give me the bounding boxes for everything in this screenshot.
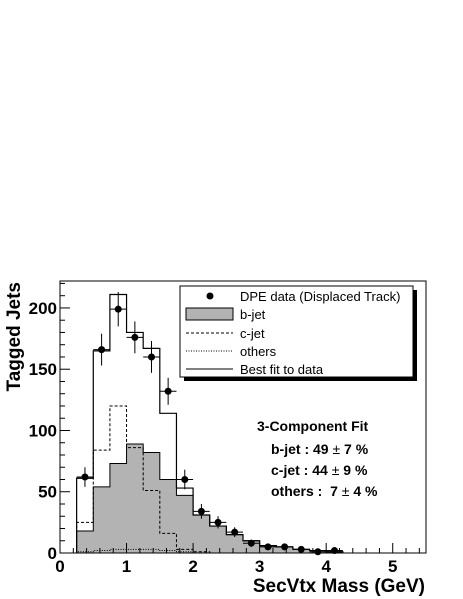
data-point [93, 333, 110, 366]
x-tick-label: 3 [255, 557, 264, 576]
data-point [226, 527, 243, 538]
data-point [193, 503, 210, 519]
data-point-marker [114, 305, 122, 313]
x-tick-label: 4 [321, 557, 331, 576]
legend-box [179, 285, 414, 378]
data-point [76, 467, 94, 487]
y-tick-label: 50 [38, 483, 57, 502]
data-point-marker [231, 528, 239, 536]
data-point [109, 292, 127, 327]
legend: DPE data (Displaced Track) b-jet c-jet o… [179, 285, 417, 381]
data-point-marker [131, 333, 139, 341]
plus-minus-symbol: ± [332, 462, 340, 478]
data-point-marker [181, 475, 189, 483]
data-point-marker [297, 545, 305, 553]
fit-line-cjet: c-jet : 44 ± 9 % [271, 462, 368, 478]
legend-fit-label: Best fit to data [240, 362, 324, 377]
plot-frame [59, 280, 427, 554]
y-tick-label: 0 [48, 544, 57, 563]
data-point-marker [264, 543, 272, 551]
data-point [326, 547, 343, 555]
data-point [209, 516, 227, 529]
fit-title: 3-Component Fit [257, 418, 369, 434]
data-point-marker [331, 547, 338, 555]
data-points-layer [76, 292, 343, 556]
legend-cjet-label: c-jet [240, 326, 265, 341]
legend-data-marker [206, 292, 214, 300]
legend-others-label: others [240, 344, 277, 359]
data-point-marker [314, 548, 322, 556]
fit-line-others: others : 7 ± 4 % [271, 483, 378, 499]
x-tick-label: 5 [388, 557, 397, 576]
plus-minus-symbol: ± [332, 441, 340, 457]
legend-bjet-swatch [185, 307, 234, 321]
axis-ticks-layer [59, 282, 420, 554]
fit-line-bjet: b-jet : 49 ± 7 % [271, 441, 369, 457]
y-tick-label: 100 [29, 421, 57, 440]
legend-bjet-label: b-jet [240, 307, 266, 322]
plus-minus-symbol: ± [342, 483, 350, 499]
y-tick-label: 150 [29, 360, 57, 379]
data-point-marker [81, 473, 89, 481]
data-point-marker [247, 539, 255, 547]
data-point [309, 548, 327, 556]
x-tick-label: 1 [122, 557, 131, 576]
fit-results: 3-Component Fit b-jet : 49 ± 7 % c-jet :… [257, 418, 378, 499]
data-point-marker [197, 507, 205, 515]
data-point-marker [281, 543, 289, 551]
data-point [243, 539, 260, 547]
x-tick-label: 2 [188, 557, 197, 576]
y-tick-label: 200 [29, 299, 57, 318]
data-point [143, 341, 160, 373]
data-point [126, 321, 144, 354]
x-tick-label: 0 [55, 557, 64, 576]
data-point [159, 377, 177, 405]
data-point-marker [214, 518, 222, 526]
data-point [259, 543, 277, 551]
data-point [176, 469, 194, 490]
data-point-marker [164, 387, 172, 395]
x-axis-title: SecVtx Mass (GeV) [253, 576, 425, 597]
data-point-marker [148, 353, 155, 361]
data-point-marker [98, 346, 106, 354]
legend-data-label: DPE data (Displaced Track) [240, 289, 400, 304]
y-axis-title: Tagged Jets [4, 282, 25, 391]
